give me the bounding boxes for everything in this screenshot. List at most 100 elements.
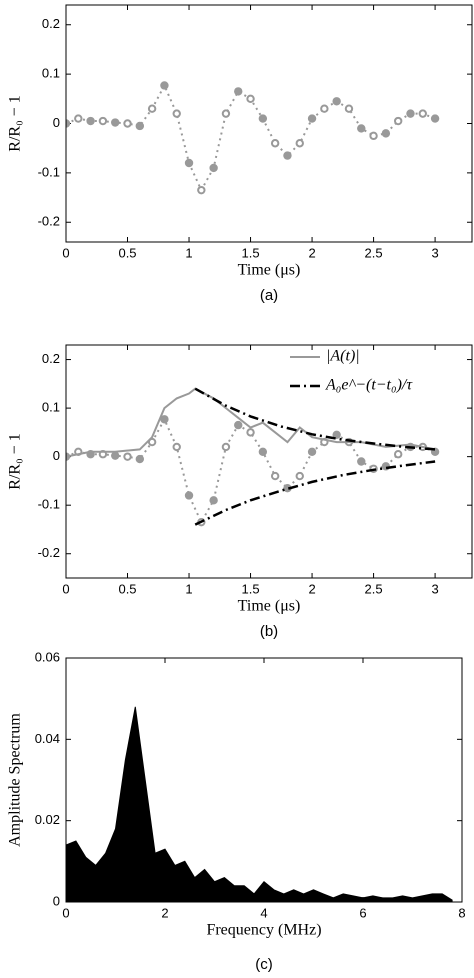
- spectrum-area: [66, 706, 453, 902]
- data-point: [123, 452, 132, 461]
- x-tick-label: 0: [62, 581, 69, 596]
- x-tick-label: 3: [431, 245, 438, 260]
- data-point: [246, 428, 255, 437]
- data-point: [258, 114, 268, 123]
- data-point: [160, 415, 169, 424]
- data-point: [160, 81, 169, 90]
- y-tick-label: 0: [53, 893, 60, 908]
- y-axis-label: R/R₀ − 1: [7, 95, 24, 151]
- data-point: [184, 158, 194, 168]
- data-point: [66, 119, 71, 128]
- y-axis-label: Amplitude Spectrum: [7, 713, 24, 847]
- data-point: [258, 447, 268, 456]
- x-tick-label: 0.5: [118, 581, 136, 596]
- y-tick-label: 0.2: [42, 351, 60, 366]
- x-tick-label: 2: [161, 905, 168, 920]
- x-tick-label: 6: [359, 905, 366, 920]
- caption: (c): [255, 956, 273, 973]
- data-point: [369, 131, 378, 141]
- data-point: [320, 104, 329, 113]
- y-tick-label: -0.2: [38, 545, 60, 560]
- data-point: [430, 114, 440, 123]
- data-point: [234, 87, 243, 96]
- x-tick-label: 2.5: [365, 245, 383, 260]
- x-axis-label: Frequency (MHz): [206, 922, 321, 939]
- plot-area: [66, 81, 440, 195]
- data-point: [123, 119, 132, 128]
- x-tick-label: 1: [185, 245, 192, 260]
- data-point: [393, 450, 403, 459]
- x-tick-label: 2.5: [365, 581, 383, 596]
- y-tick-label: 0.1: [42, 400, 60, 415]
- y-axis-label: R/R₀ − 1: [7, 433, 24, 489]
- series-line: [194, 387, 436, 451]
- x-tick-label: 0: [62, 905, 69, 920]
- data-point: [86, 116, 95, 126]
- data-point: [357, 124, 366, 133]
- y-tick-label: 0.1: [42, 66, 60, 81]
- data-point: [357, 457, 366, 466]
- data-point: [209, 496, 218, 505]
- data-point: [393, 116, 403, 126]
- data-point: [147, 104, 157, 113]
- data-point: [295, 471, 304, 481]
- data-point: [135, 454, 145, 464]
- y-tick-label: -0.1: [38, 164, 60, 179]
- plot-area: [66, 706, 453, 902]
- data-point: [221, 442, 231, 452]
- data-point: [209, 163, 218, 173]
- data-point: [344, 104, 354, 113]
- data-point: [295, 139, 304, 148]
- data-point: [381, 129, 391, 138]
- data-point: [221, 109, 231, 118]
- data-point: [270, 471, 280, 481]
- x-tick-label: 1.5: [242, 581, 260, 596]
- x-tick-label: 8: [458, 905, 465, 920]
- data-point: [283, 151, 292, 160]
- data-point: [197, 185, 206, 195]
- data-point: [332, 430, 341, 440]
- y-tick-label: 0.2: [42, 16, 60, 31]
- y-tick-label: 0: [53, 115, 60, 130]
- data-point: [147, 437, 157, 447]
- legend-label: A₀e^−(t−t₀)/τ: [325, 377, 413, 394]
- data-point: [307, 114, 317, 123]
- plot-area: [66, 387, 440, 527]
- axes-frame: [65, 4, 473, 243]
- series-line: [66, 387, 436, 458]
- series-line: [194, 460, 436, 526]
- data-point: [111, 118, 120, 127]
- x-axis-label: Time (μs): [238, 598, 301, 615]
- y-tick-label: 0: [53, 448, 60, 463]
- legend-label: |A(t)|: [326, 348, 360, 365]
- x-tick-label: 4: [260, 905, 267, 920]
- data-point: [111, 451, 120, 460]
- x-tick-label: 0: [62, 245, 69, 260]
- data-point: [234, 420, 243, 430]
- data-point: [172, 109, 181, 118]
- x-tick-label: 1.5: [242, 245, 260, 260]
- caption: (b): [260, 623, 278, 640]
- axes-frame: [65, 344, 473, 579]
- data-point: [307, 447, 317, 456]
- data-point: [246, 94, 255, 104]
- y-tick-label: -0.2: [38, 214, 60, 229]
- x-axis-label: Time (μs): [238, 262, 301, 279]
- y-tick-label: 0.02: [35, 812, 60, 827]
- x-tick-label: 3: [431, 581, 438, 596]
- y-tick-label: 0.06: [35, 649, 60, 664]
- data-point: [184, 491, 194, 500]
- data-point: [270, 139, 280, 148]
- x-tick-label: 0.5: [118, 245, 136, 260]
- y-tick-label: -0.1: [38, 497, 60, 512]
- x-tick-label: 2: [308, 581, 315, 596]
- data-point: [74, 114, 83, 123]
- x-tick-label: 1: [185, 581, 192, 596]
- data-point: [406, 109, 415, 118]
- y-tick-label: 0.04: [35, 731, 60, 746]
- x-tick-label: 2: [308, 245, 315, 260]
- data-point: [418, 109, 427, 118]
- data-point: [135, 121, 145, 131]
- axes-frame: [65, 657, 463, 903]
